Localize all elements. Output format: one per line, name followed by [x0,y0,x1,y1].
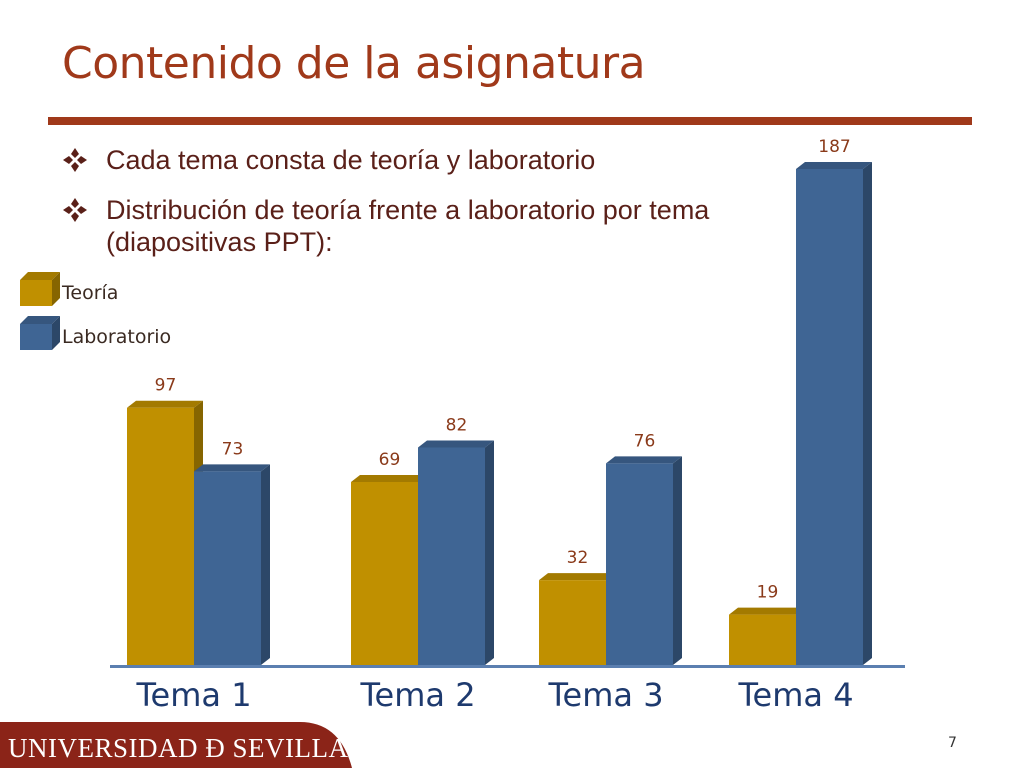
bullet-text: Distribución de teoría frente a laborato… [106,195,710,257]
bar [729,607,805,665]
bar-top [539,573,615,581]
bar-front [539,580,606,665]
legend-swatch-side [52,316,60,350]
bar-front [418,447,485,665]
data-label: 32 [567,548,589,568]
data-label: 69 [379,450,401,470]
data-label: 187 [818,137,850,157]
bar-top [606,456,682,464]
bullet-list: Cada tema consta de teoría y laboratorio… [60,144,740,276]
title-divider [48,117,972,125]
category-label: Tema 3 [547,676,663,714]
bar-front [729,614,796,665]
bar-front [194,471,261,665]
bar [127,400,203,665]
legend-swatch [20,280,52,306]
bullet-item: Cada tema consta de teoría y laboratorio [60,144,740,176]
footer-band [0,722,352,768]
legend-label: Laboratorio [62,326,171,348]
data-label: 82 [446,416,468,436]
diamond-bullet-icon [63,198,87,222]
bar [418,440,494,665]
legend-swatch [20,324,52,350]
bar-side [863,162,872,665]
bar-top [418,440,494,448]
bar [606,456,682,665]
bar [539,573,615,665]
bar-front [606,463,673,665]
bar-top [351,474,427,482]
bar-front [796,169,863,665]
bar-front [127,407,194,665]
bar-front [351,481,418,665]
bar-side [485,440,494,665]
legend-item: Teoría [20,272,118,306]
bullet-item: Distribución de teoría frente a laborato… [60,194,740,258]
bullet-text: Cada tema consta de teoría y laboratorio [106,145,596,175]
data-label: 19 [757,583,779,603]
data-label: 73 [222,439,244,459]
category-label: Tema 2 [359,676,475,714]
category-label: Tema 4 [737,676,853,714]
page-number: 7 [948,735,957,751]
data-label: 76 [634,431,656,451]
data-label: 97 [155,376,177,396]
bar-side [261,464,270,665]
diamond-bullet-icon [63,148,87,172]
chart-baseline [110,665,905,668]
bar-top [194,464,270,472]
slide-title: Contenido de la asignatura [62,38,646,89]
bar-top [796,162,872,169]
bar-side [673,456,682,665]
bar [796,162,872,665]
category-label: Tema 1 [135,676,251,714]
bar-top [127,400,203,408]
legend-swatch-top [20,316,60,324]
bar [351,474,427,665]
legend-swatch-top [20,272,60,280]
bar-top [729,607,805,615]
university-logo-text: UNIVERSIDAD Ð SEVILLA [8,733,349,763]
bar [194,464,270,665]
legend-swatch-side [52,272,60,306]
legend-item: Laboratorio [20,316,171,350]
legend-label: Teoría [61,282,118,304]
